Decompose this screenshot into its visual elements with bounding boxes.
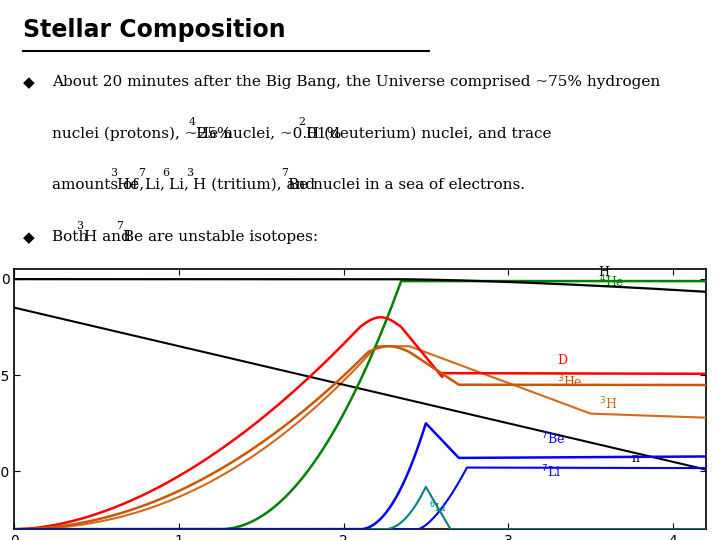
Text: Be →: Be → <box>82 333 125 347</box>
Text: -: - <box>66 281 76 295</box>
Text: D: D <box>557 354 567 367</box>
Text: About 20 minutes after the Big Bang, the Universe comprised ~75% hydrogen: About 20 minutes after the Big Bang, the… <box>52 75 660 89</box>
Text: Stellar Composition: Stellar Composition <box>23 18 285 42</box>
Text: 7: 7 <box>116 220 123 231</box>
Text: 3: 3 <box>186 168 194 178</box>
Text: He,: He, <box>117 178 149 192</box>
Text: 2: 2 <box>299 117 305 127</box>
Text: 7: 7 <box>138 168 145 178</box>
Text: 7: 7 <box>282 168 288 178</box>
Text: Both: Both <box>52 230 93 244</box>
Text: $^4$He: $^4$He <box>598 274 624 291</box>
Text: 3: 3 <box>75 272 82 282</box>
Text: n: n <box>631 452 639 465</box>
Text: 6: 6 <box>162 168 169 178</box>
Text: 3: 3 <box>109 272 117 282</box>
Text: ◆: ◆ <box>23 230 35 245</box>
Text: $^7$Li: $^7$Li <box>541 463 561 480</box>
Text: H: H <box>598 266 610 280</box>
Text: Li with a 53-day half life: Li with a 53-day half life <box>120 333 308 347</box>
Text: Li,: Li, <box>169 178 194 192</box>
Text: H (deuterium) nuclei, and trace: H (deuterium) nuclei, and trace <box>306 126 552 140</box>
Text: 4: 4 <box>189 117 196 127</box>
Text: Li,: Li, <box>145 178 170 192</box>
Text: 3: 3 <box>109 168 117 178</box>
Text: 7: 7 <box>113 323 120 333</box>
Text: $^7$Be: $^7$Be <box>541 431 565 448</box>
Text: H (tritium), and: H (tritium), and <box>194 178 320 192</box>
Text: nuclei (protons), ~25%: nuclei (protons), ~25% <box>52 126 236 141</box>
Text: $^3$He: $^3$He <box>557 374 583 390</box>
Text: H →: H → <box>82 281 118 295</box>
Text: $^3$H: $^3$H <box>598 396 617 413</box>
Text: ◆: ◆ <box>23 75 35 90</box>
Text: 7: 7 <box>75 323 82 333</box>
Text: -: - <box>66 333 76 347</box>
Text: Be nuclei in a sea of electrons.: Be nuclei in a sea of electrons. <box>288 178 525 192</box>
Text: He with 12-hr half life: He with 12-hr half life <box>117 281 288 295</box>
Text: Be are unstable isotopes:: Be are unstable isotopes: <box>123 230 318 244</box>
Text: amounts of: amounts of <box>52 178 143 192</box>
Text: $^6$Li: $^6$Li <box>429 498 447 515</box>
Text: H and: H and <box>84 230 135 244</box>
Text: 3: 3 <box>76 220 84 231</box>
Text: He nuclei, ~0.01%: He nuclei, ~0.01% <box>196 126 346 140</box>
